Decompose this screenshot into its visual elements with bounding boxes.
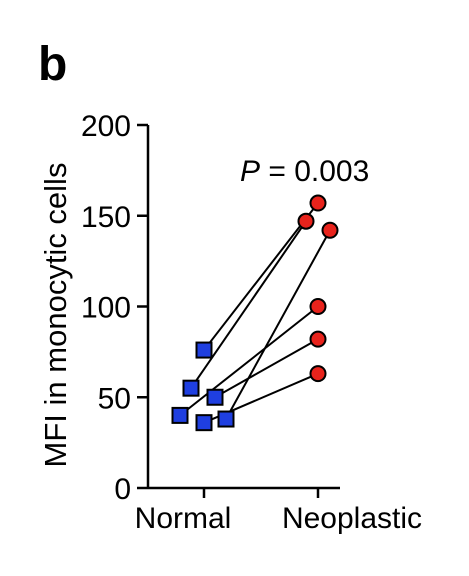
normal-point bbox=[195, 341, 213, 359]
y-axis-title: MFI in monocytic cells bbox=[38, 163, 73, 468]
pair-connector-line bbox=[225, 229, 331, 420]
data-points bbox=[171, 194, 339, 432]
p-symbol: P bbox=[240, 155, 260, 188]
y-tick-label: 50 bbox=[98, 382, 131, 415]
y-tick-label: 150 bbox=[81, 201, 131, 234]
normal-point bbox=[171, 406, 189, 424]
pair-connector-line bbox=[203, 202, 319, 351]
normal-point bbox=[206, 388, 224, 406]
normal-point bbox=[195, 414, 213, 432]
pair-lines bbox=[179, 202, 331, 424]
neoplastic-point bbox=[309, 194, 327, 212]
pair-connector-line bbox=[179, 305, 319, 417]
x-category-label: Neoplastic bbox=[282, 502, 422, 535]
pair-connector-line bbox=[214, 338, 319, 399]
neoplastic-point bbox=[309, 365, 327, 383]
normal-point bbox=[182, 379, 200, 397]
neoplastic-point bbox=[297, 212, 315, 230]
pair-connector-line bbox=[190, 220, 307, 389]
panel-letter: b bbox=[38, 38, 67, 91]
p-value-text: = 0.003 bbox=[260, 155, 369, 188]
neoplastic-point bbox=[309, 298, 327, 315]
normal-point bbox=[217, 410, 235, 428]
y-tick-label: 200 bbox=[81, 110, 131, 143]
y-ticks: 0 50 100 150 200 bbox=[81, 110, 148, 506]
x-category-label: Normal bbox=[135, 502, 232, 535]
x-ticks: Normal Neoplastic bbox=[135, 488, 422, 535]
p-value-annotation: P = 0.003 bbox=[240, 155, 369, 188]
y-tick-label: 100 bbox=[81, 292, 131, 325]
neoplastic-point bbox=[321, 221, 339, 239]
neoplastic-point bbox=[309, 330, 327, 348]
y-tick-label: 0 bbox=[114, 473, 131, 506]
